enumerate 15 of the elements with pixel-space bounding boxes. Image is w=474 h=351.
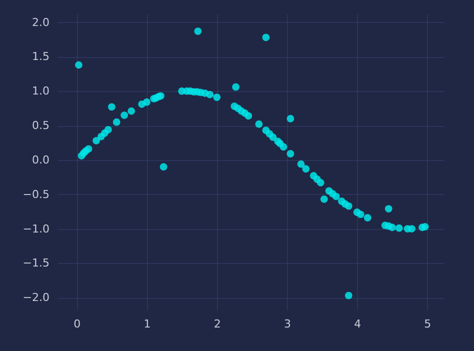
x-tick-label: 5 <box>424 318 432 330</box>
x-tick-label: 0 <box>74 318 81 330</box>
y-tick-label: −0.5 <box>22 188 50 201</box>
y-tick-label: 2.0 <box>32 16 50 29</box>
y-tick-label: 1.5 <box>32 50 50 64</box>
y-tick-label: −2.0 <box>22 291 50 304</box>
y-tick-label: −1.5 <box>22 256 50 270</box>
x-tick-label: 2 <box>214 318 221 330</box>
y-tick-label: 0.0 <box>32 153 50 166</box>
y-tick-label: 1.0 <box>32 84 50 98</box>
y-tick-label: 0.5 <box>32 119 50 132</box>
x-tick-label: 3 <box>284 318 291 330</box>
x-tick-label: 4 <box>354 318 362 330</box>
y-tick-label: −1.0 <box>22 222 50 236</box>
x-tick-label: 1 <box>144 318 151 330</box>
